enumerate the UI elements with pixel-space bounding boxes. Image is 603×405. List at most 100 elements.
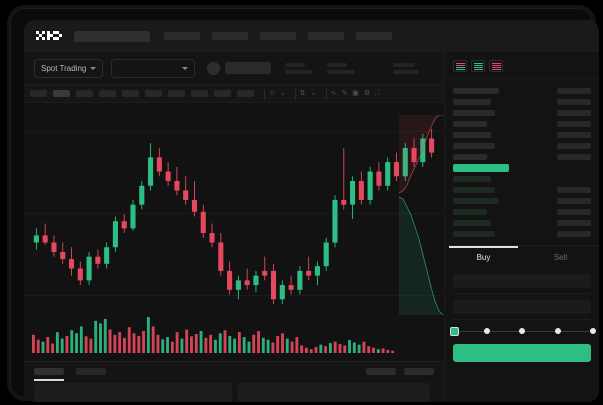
tab-buy[interactable]: Buy [445,246,522,268]
orderbook-row-ask[interactable] [453,118,591,129]
orderbook-bid-bar [453,230,495,237]
last-price-value [225,62,272,74]
stat-1 [285,62,314,74]
depth-overlay [399,115,444,315]
pair-selector[interactable] [111,58,196,78]
orderbook-bid-bar [453,197,499,204]
chart-toolbar: ⊹ ⌄ ⇅ ⌄ ∿ ✎ ▣ ⚙ ⛶ [24,85,444,103]
trading-mode-label: Spot Trading [41,63,87,73]
bottom-box-right[interactable] [238,383,430,402]
nav-item-4[interactable] [308,32,344,40]
orderbook-bid-bar [453,186,495,193]
chart-gridline [24,213,444,214]
orderbook-size-value [557,131,591,138]
candlestick-series [33,129,435,304]
slider-handle[interactable] [450,327,459,336]
orderbook-row-ask[interactable] [453,96,591,107]
orderbook-bid-bar [453,175,491,182]
orderbook-view-modes [445,52,599,79]
orderbook-size-value [557,230,591,237]
slider-stop-50[interactable] [519,328,525,334]
chart-gridline [24,131,444,132]
slider-stop-25[interactable] [483,328,490,334]
toolbar-divider [264,88,265,99]
chevron-down-icon[interactable]: ⌄ [310,90,317,97]
orderbook-row-ask[interactable] [453,85,591,96]
orders-action-2[interactable] [404,368,434,375]
measure-icon[interactable]: ⇅ [299,90,306,97]
tab-sell[interactable]: Sell [553,253,568,262]
stat-3 [393,62,420,74]
timeframe-1[interactable] [30,90,47,97]
orderbook-mode-both-icon[interactable] [453,60,467,72]
orderbook-row-ask[interactable] [453,140,591,151]
orders-content [24,375,444,402]
orderbook-ask-bar [453,98,491,105]
orderbook-row-ask[interactable] [453,151,591,162]
slider-stop-100[interactable] [590,328,596,334]
orderbook-row-bid[interactable] [453,217,591,228]
timeframe-4[interactable] [99,90,116,97]
orderbook-row-bid[interactable] [453,184,591,195]
orderbook-size-value [557,186,591,193]
chevron-down-icon[interactable]: ⌄ [279,90,286,97]
orders-panel-actions [366,368,434,375]
orderbook-size-value [557,219,591,226]
order-amount-slider[interactable] [450,326,596,338]
order-form [445,268,599,320]
orders-tab-1[interactable] [34,368,64,381]
orderbook-rows[interactable] [445,79,599,239]
orderbook-row-bid[interactable] [453,195,591,206]
orderbook-row-ask[interactable] [453,129,591,140]
orderbook-size-value [557,208,591,215]
nav-item-5[interactable] [356,32,392,40]
timeframe-3[interactable] [76,90,93,97]
camera-icon[interactable]: ▣ [352,90,359,97]
submit-buy-button[interactable] [453,344,591,362]
slider-stop-75[interactable] [554,328,561,334]
okx-logo-icon[interactable] [36,31,62,41]
brush-icon[interactable]: ✎ [341,90,348,97]
orderbook-ask-bar [453,87,499,94]
orderbook-bid-bar [453,219,491,226]
price-chart[interactable] [24,103,444,361]
order-form-tabs: Buy Sell [445,245,599,268]
orders-tab-2[interactable] [76,368,106,375]
order-amount-field[interactable] [453,300,591,314]
orderbook-size-value [557,197,591,204]
bottom-box-left[interactable] [34,383,232,402]
orderbook-ask-bar [453,109,495,116]
indicator-icon[interactable]: ∿ [330,90,337,97]
orderbook-row-bid[interactable] [453,173,591,184]
orderbook-row-spread[interactable] [453,162,591,173]
timeframe-2[interactable] [53,90,70,97]
order-price-field[interactable] [453,274,591,288]
orderbook-size-value [557,109,591,116]
form-divider [453,293,591,294]
timeframe-9[interactable] [214,90,231,97]
nav-item-2[interactable] [212,32,248,40]
settings-icon[interactable]: ⚙ [363,90,371,97]
orderbook-spread-bar [453,163,509,172]
orderbook-mode-bids-icon[interactable] [471,60,485,72]
orderbook-mode-asks-icon[interactable] [489,60,503,72]
toolbar-divider [294,88,296,99]
trading-mode-dropdown[interactable]: Spot Trading [34,58,104,78]
fullscreen-icon[interactable]: ⛶ [375,90,381,97]
timeframe-7[interactable] [168,90,185,97]
search-input[interactable] [74,30,150,42]
orderbook-row-bid[interactable] [453,206,591,217]
orderbook-bid-bar [453,208,487,215]
nav-item-3[interactable] [260,32,296,40]
crosshair-icon[interactable]: ⊹ [269,90,275,97]
timeframe-6[interactable] [145,90,162,97]
orderbook-size-value [557,87,591,94]
timeframe-8[interactable] [191,90,208,97]
timeframe-10[interactable] [237,90,254,97]
orderbook-row-bid[interactable] [453,228,591,239]
orders-action-1[interactable] [366,368,396,375]
timeframe-5[interactable] [122,90,139,97]
device-bezel: Spot Trading [7,5,599,402]
nav-item-1[interactable] [164,32,200,40]
orderbook-row-ask[interactable] [453,107,591,118]
